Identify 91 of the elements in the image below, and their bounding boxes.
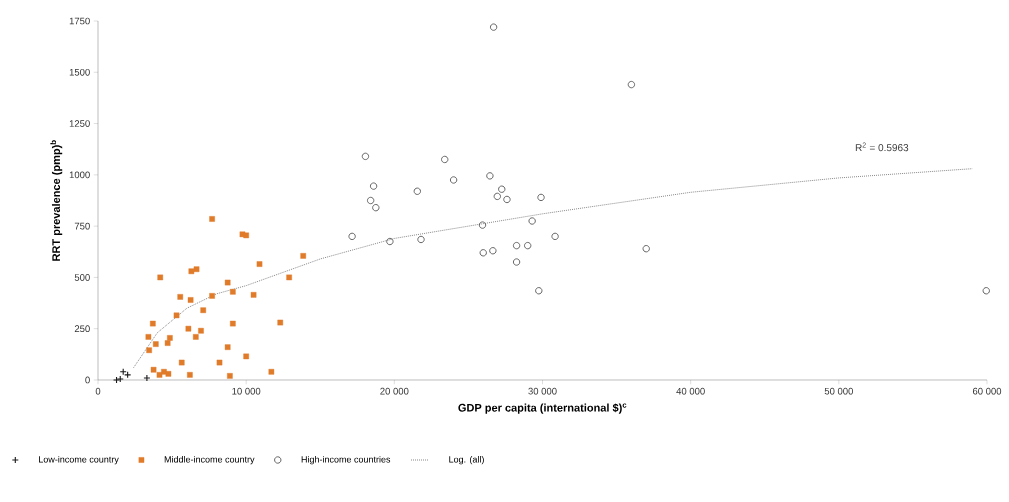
point [489, 247, 497, 255]
point [200, 307, 207, 314]
y-axis-title: RRT prevalence (pmp)$^{b}$ [50, 140, 63, 261]
point [112, 376, 121, 384]
point [143, 374, 151, 382]
y-tick-label: 1250 [69, 120, 90, 127]
point [230, 320, 236, 327]
point [372, 204, 380, 212]
point [188, 268, 195, 275]
point [479, 249, 487, 257]
point [173, 312, 180, 319]
point [524, 241, 532, 250]
x-tick-label: 50 000 [824, 387, 853, 395]
point [145, 334, 152, 340]
annotation: R$^{2}$ = 0.5963 [855, 142, 909, 152]
y-tick-label: 1750 [69, 17, 90, 25]
point [369, 182, 378, 190]
point [478, 221, 487, 229]
point [512, 258, 521, 266]
point [164, 340, 171, 346]
point [243, 353, 249, 360]
point [193, 334, 199, 340]
point [268, 368, 275, 375]
point [361, 152, 370, 161]
point [528, 217, 536, 225]
point [449, 176, 458, 184]
point [209, 216, 215, 222]
point [243, 232, 249, 239]
point [250, 292, 257, 298]
x-tick-label: 40 000 [676, 387, 705, 395]
y-tick-label: 0 [85, 376, 90, 384]
y-tick-label: 750 [74, 222, 90, 230]
point [227, 373, 233, 379]
x-tick-label: 20 000 [380, 387, 409, 395]
point [982, 287, 990, 295]
point [286, 274, 292, 281]
point [413, 187, 421, 195]
legend-label: High-income countries [301, 455, 391, 465]
point [489, 23, 498, 31]
point [224, 279, 231, 286]
y-tick-label: 1000 [69, 171, 90, 179]
point [193, 266, 200, 273]
point [348, 232, 356, 241]
point [209, 293, 215, 299]
y-tick-label: 500 [74, 274, 90, 281]
point [167, 335, 173, 341]
point [150, 320, 156, 327]
point [441, 155, 449, 164]
point [157, 274, 164, 281]
point [178, 359, 185, 366]
point [535, 287, 543, 295]
point [177, 294, 184, 300]
legend-label: Middle-income country [164, 455, 255, 465]
point [256, 261, 263, 267]
point [512, 241, 521, 250]
point [198, 327, 204, 334]
x-tick-label: 30 000 [528, 387, 557, 395]
point [185, 325, 192, 332]
point [503, 195, 511, 204]
point [277, 319, 284, 326]
point [165, 371, 172, 377]
point [224, 344, 231, 350]
point [187, 297, 194, 303]
point [146, 347, 152, 354]
y-tick-label: 250 [74, 325, 90, 333]
point [216, 359, 223, 366]
line-series [133, 168, 973, 369]
point [642, 245, 650, 253]
x-tick-label: 0 [95, 387, 101, 395]
point [537, 193, 545, 202]
point [551, 232, 559, 241]
point [152, 341, 159, 347]
x-tick-label: 10 000 [232, 387, 261, 395]
x-axis-title: GDP per capita (international $)$^{c}$ [458, 403, 627, 414]
point [150, 366, 157, 373]
point [116, 375, 124, 383]
legend-label: Log. (all) [449, 455, 484, 465]
point [187, 372, 193, 378]
x-tick-label: 60 000 [972, 387, 1002, 395]
point [486, 172, 494, 180]
point [156, 372, 163, 378]
point [386, 237, 394, 246]
point [498, 185, 506, 193]
point [366, 196, 375, 205]
point [230, 288, 236, 295]
y-tick-label: 1500 [69, 68, 90, 76]
point [627, 80, 636, 89]
point [417, 235, 425, 244]
point [493, 192, 501, 201]
legend-label: Low-income country [39, 455, 119, 465]
point [300, 253, 307, 259]
